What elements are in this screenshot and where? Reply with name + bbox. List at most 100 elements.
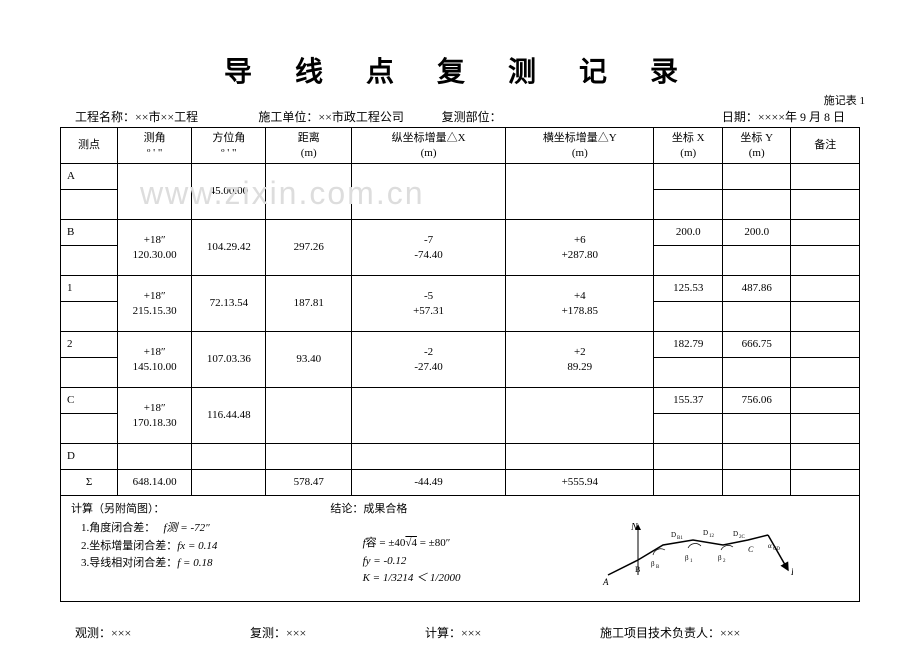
cell-dy (506, 388, 654, 444)
cell-dx: -5+57.31 (352, 276, 506, 332)
cell-pt: 2 (61, 332, 118, 358)
svg-text:2: 2 (723, 559, 726, 564)
obs-label: 观测： (75, 626, 111, 640)
page-title: 导 线 点 复 测 记 录 (60, 50, 860, 90)
svg-text:A: A (602, 577, 609, 587)
cell-dx (352, 388, 506, 444)
row-C: C +18″170.18.30 116.44.48 155.37 756.06 (61, 388, 860, 414)
cell-dist (266, 388, 352, 444)
project-label: 工程名称： (75, 110, 135, 124)
cell-pt: B (61, 220, 118, 246)
calc-row: 计算（另附简图）： 结论：成果合格 1.角度闭合差： f测 = -72″ 2.坐… (61, 496, 860, 602)
unit-value: ××市政工程公司 (318, 110, 404, 124)
col-pt: 测点 (61, 128, 118, 164)
row-2: 2 +18″145.10.00 107.03.36 93.40 -2-27.40… (61, 332, 860, 358)
cell-az: 116.44.48 (192, 388, 266, 444)
watermark: www.zixin.com.cn (140, 175, 425, 212)
cell-y: 756.06 (722, 388, 790, 414)
cell-dy: +555.94 (506, 470, 654, 496)
conclusion-label: 结论： (330, 503, 363, 515)
svg-text:D: D (790, 567, 793, 577)
c1v: f测 = -72″ (164, 522, 210, 534)
cell-az: 72.13.54 (192, 276, 266, 332)
tech-label: 施工项目技术负责人： (600, 626, 720, 640)
svg-text:C: C (748, 545, 754, 554)
svg-text:B: B (635, 565, 640, 574)
row-sum: Σ 648.14.00 578.47 -44.49 +555.94 (61, 470, 860, 496)
calc-head: 计算（另附简图）： (71, 502, 330, 516)
cell-dy: +289.29 (506, 332, 654, 388)
c1l: 1.角度闭合差： (81, 522, 155, 534)
cell-x: 200.0 (654, 220, 722, 246)
cell-pt: 1 (61, 276, 118, 302)
part-label: 复测部位： (442, 110, 502, 124)
cell-rem (791, 332, 860, 358)
col-dx: 纵坐标增量△X(m) (352, 128, 506, 164)
cell-y (722, 164, 790, 190)
cell-ang: 648.14.00 (118, 470, 192, 496)
cell-az: 107.03.36 (192, 332, 266, 388)
footer: 观测：××× 复测：××× 计算：××× 施工项目技术负责人：××× (60, 624, 860, 641)
svg-text:CD: CD (773, 547, 780, 552)
cell-ang (118, 444, 192, 470)
col-angle: 测角º ' " (118, 128, 192, 164)
cell-ang: +18″215.15.30 (118, 276, 192, 332)
cell-rem (791, 388, 860, 414)
cell-ang: +18″170.18.30 (118, 388, 192, 444)
c2r: fy = -0.12 (363, 555, 407, 567)
svg-text:12: 12 (709, 534, 715, 539)
cell-dy: +4+178.85 (506, 276, 654, 332)
cell-x: 125.53 (654, 276, 722, 302)
cell-pt: A (61, 164, 118, 190)
cell-pt: D (61, 444, 118, 470)
cell-rem (791, 164, 860, 190)
svg-text:D: D (671, 531, 676, 539)
col-remark: 备注 (791, 128, 860, 164)
obs-value: ××× (111, 626, 131, 640)
svg-text:β: β (685, 554, 689, 562)
svg-text:B1: B1 (677, 536, 683, 541)
cell-y: 200.0 (722, 220, 790, 246)
svg-text:D: D (733, 530, 738, 538)
cell-dist: 187.81 (266, 276, 352, 332)
svg-text:β: β (651, 560, 655, 568)
conclusion: 成果合格 (363, 503, 407, 515)
recheck-label: 复测： (250, 626, 286, 640)
calc-label: 计算： (425, 626, 461, 640)
cell-dx: -44.49 (352, 470, 506, 496)
row-1: 1 +18″215.15.30 72.13.54 187.81 -5+57.31… (61, 276, 860, 302)
cell-dx: -2-27.40 (352, 332, 506, 388)
col-x: 坐标 X(m) (654, 128, 722, 164)
cell-dy: +6+287.80 (506, 220, 654, 276)
cell-pt: Σ (61, 470, 118, 496)
tech-value: ××× (720, 626, 740, 640)
svg-text:α: α (768, 542, 772, 550)
cell-x: 155.37 (654, 388, 722, 414)
c3v: f = 0.18 (177, 557, 212, 569)
date-value: ××××年 9 月 8 日 (758, 110, 845, 124)
traverse-diagram: N A B D C βB β1 β2 DB1 D12 (593, 520, 849, 594)
c3l: 3.导线相对闭合差： (81, 557, 177, 569)
svg-text:D: D (703, 529, 708, 537)
col-y: 坐标 Y(m) (722, 128, 790, 164)
cell-pt: C (61, 388, 118, 414)
cell-dx: -7-74.40 (352, 220, 506, 276)
date-label: 日期： (722, 110, 758, 124)
cell-ang: +18″120.30.00 (118, 220, 192, 276)
c2v: fx = 0.14 (177, 540, 217, 552)
cell-dy (506, 164, 654, 220)
form-number: 施记表 1 (824, 92, 865, 108)
svg-text:B: B (656, 565, 660, 570)
svg-text:2C: 2C (739, 535, 746, 540)
cell-dist: 297.26 (266, 220, 352, 276)
calc-value: ××× (461, 626, 481, 640)
table-header: 测点 测角º ' " 方位角º ' " 距离(m) 纵坐标增量△X(m) 横坐标… (61, 128, 860, 164)
recheck-value: ××× (286, 626, 306, 640)
cell-y: 666.75 (722, 332, 790, 358)
cell-x (654, 164, 722, 190)
cell-x: 182.79 (654, 332, 722, 358)
c2l: 2.坐标增量闭合差： (81, 540, 177, 552)
svg-text:N: N (630, 522, 639, 533)
header-info: 工程名称：××市××工程 施工单位：××市政工程公司 复测部位： 日期：××××… (60, 108, 860, 125)
cell-dist: 578.47 (266, 470, 352, 496)
